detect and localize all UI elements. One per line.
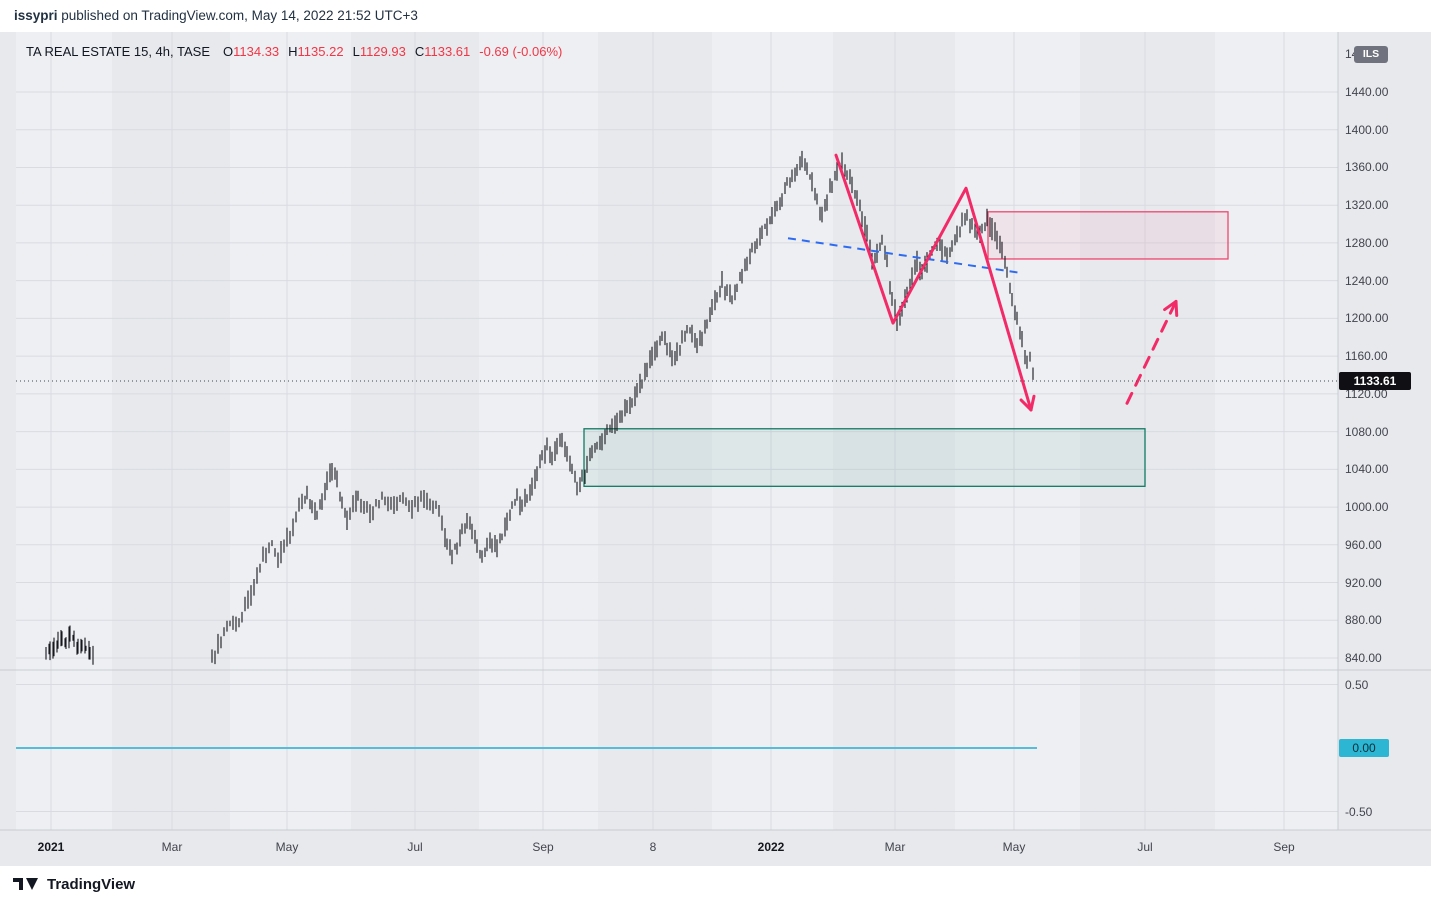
high-label: H [288, 44, 298, 59]
last-price-label: 1133.61 [1339, 372, 1411, 391]
time-tick-label: Sep [1273, 840, 1295, 854]
low-value: 1129.93 [359, 44, 406, 59]
publish-info: published on TradingView.com, May 14, 20… [57, 8, 418, 23]
close-label: C [414, 44, 425, 59]
price-tick-label: 1440.00 [1345, 85, 1389, 99]
indicator-zero-label: 0.00 [1339, 739, 1389, 757]
price-tick-label: 960.00 [1345, 537, 1382, 552]
chart-canvas [0, 32, 1431, 831]
high-value: 1135.22 [297, 44, 344, 59]
time-tick-label: May [275, 840, 299, 854]
tradingview-brand-text: TradingView [47, 875, 136, 893]
time-tick-label: Mar [161, 840, 183, 854]
low-label: L [352, 44, 360, 59]
time-tick-label: 2021 [37, 840, 65, 854]
indicator-tick-label: -0.50 [1345, 804, 1373, 819]
price-tick-label: 1040.00 [1345, 462, 1389, 477]
price-tick-label: 1320.00 [1345, 198, 1389, 213]
indicator-tick-label: 0.50 [1345, 677, 1369, 692]
open-value: 1134.33 [233, 44, 280, 59]
time-tick-label: 2022 [757, 840, 785, 854]
publish-header: issypri published on TradingView.com, Ma… [0, 0, 1431, 32]
price-tick-label: 1360.00 [1345, 160, 1389, 175]
price-tick-label: 1080.00 [1345, 424, 1389, 439]
price-tick-label: 840.00 [1345, 651, 1382, 665]
price-tick-label: 920.00 [1345, 575, 1382, 590]
time-tick-label: Mar [884, 840, 906, 854]
chart-area[interactable]: TA REAL ESTATE 15, 4h, TASE O1134.33 H1135… [0, 32, 1431, 866]
price-tick-label: 1200.00 [1345, 311, 1389, 326]
price-tick-label: 1400.00 [1345, 122, 1389, 137]
time-tick-label: Sep [532, 840, 554, 854]
price-tick-label: 1280.00 [1345, 235, 1389, 250]
footer-bar: TradingView [0, 866, 1431, 906]
change-value: -0.69 (-0.06%) [479, 44, 563, 59]
author-name[interactable]: issypri [14, 8, 58, 23]
time-tick-label: 8 [649, 840, 657, 854]
close-value: 1133.61 [424, 44, 471, 59]
time-tick-label: Jul [407, 840, 423, 854]
price-axis[interactable]: 1480.001440.001400.001360.001320.001280.… [0, 32, 1431, 866]
currency-badge: ILS [1354, 46, 1388, 63]
open-label: O [223, 44, 234, 59]
symbol-title: TA REAL ESTATE 15, 4h, TASE [26, 44, 210, 59]
publish-text: issypri published on TradingView.com, Ma… [14, 8, 418, 23]
price-tick-label: 880.00 [1345, 613, 1382, 628]
price-tick-label: 1160.00 [1345, 349, 1388, 364]
price-tick-label: 1000.00 [1345, 500, 1389, 515]
symbol-legend[interactable]: TA REAL ESTATE 15, 4h, TASE O1134.33 H1135… [26, 44, 562, 59]
tradingview-logo-icon [13, 875, 39, 893]
time-axis[interactable]: 2021 Mar May Jul Sep 8 2022 Mar May Jul Sep [0, 32, 1431, 866]
tradingview-logo[interactable]: TradingView [13, 875, 135, 893]
time-tick-label: Jul [1137, 840, 1153, 854]
time-tick-label: May [1002, 840, 1026, 854]
price-tick-label: 1240.00 [1345, 273, 1389, 288]
